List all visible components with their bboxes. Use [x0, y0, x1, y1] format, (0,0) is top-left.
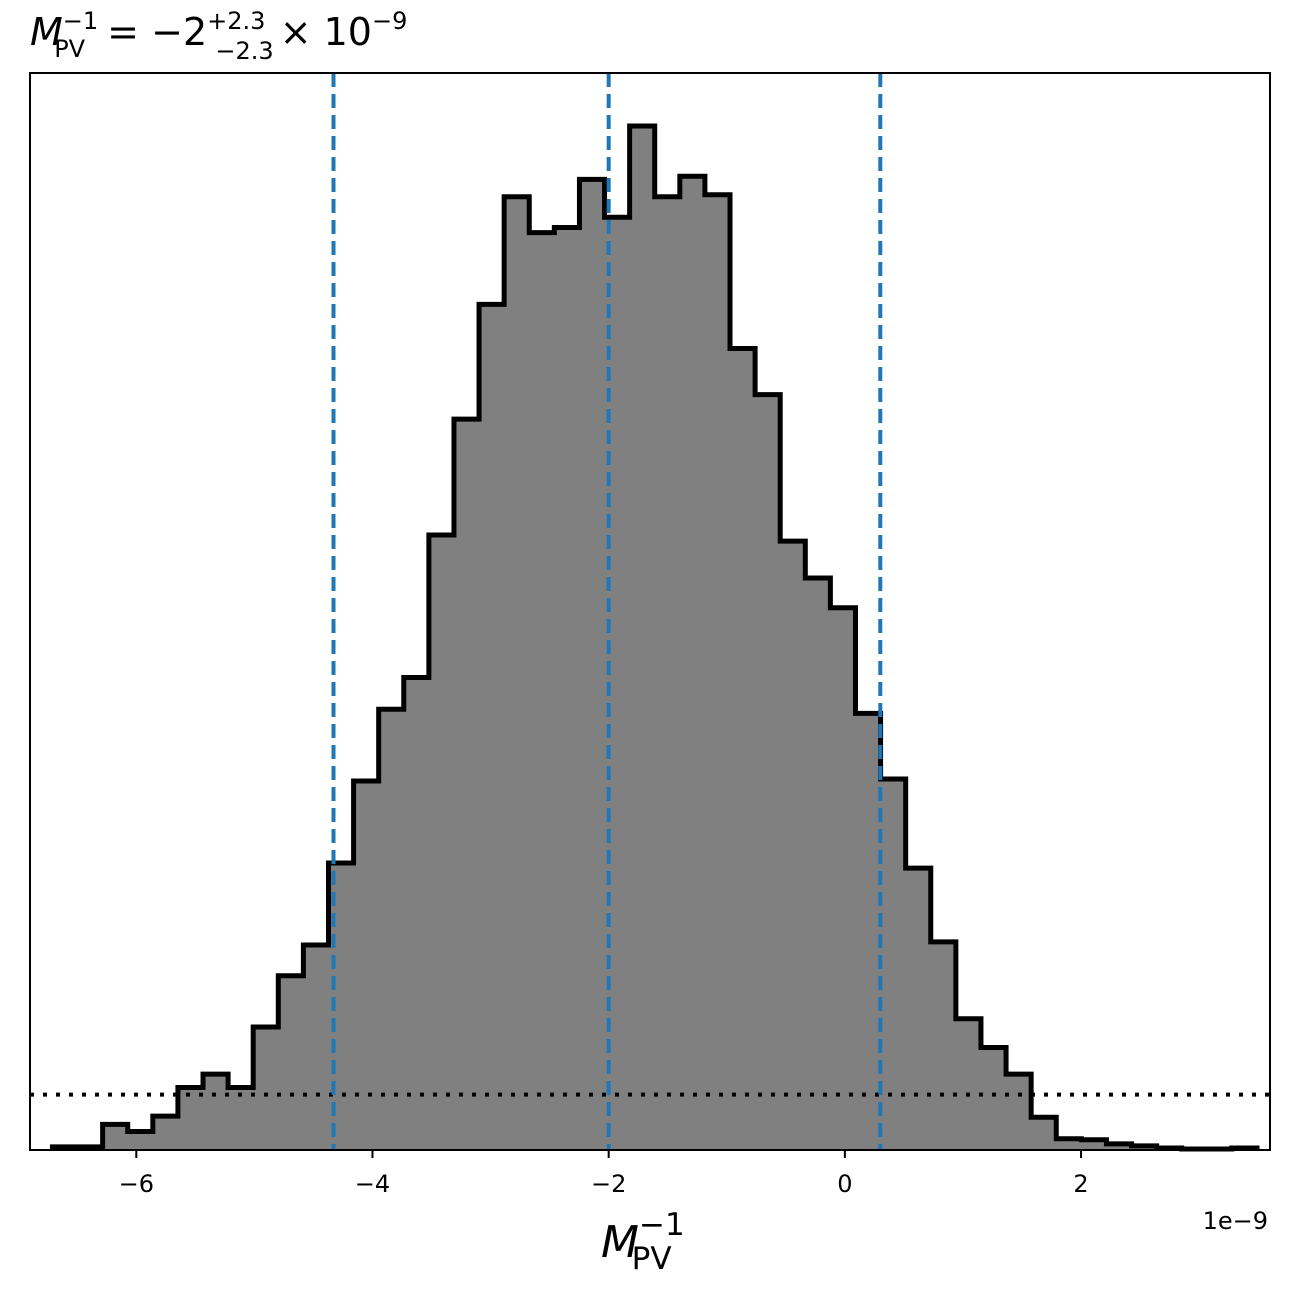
histogram-bar: [780, 541, 806, 1150]
x-tick-label: −2: [591, 1170, 626, 1198]
histogram-bar: [253, 1027, 279, 1150]
histogram-bar: [353, 781, 380, 1150]
x-tick-label: −4: [355, 1170, 390, 1198]
histogram-bar: [905, 868, 932, 1151]
x-tick-label: 0: [837, 1170, 852, 1198]
histogram-bar: [303, 945, 329, 1150]
histogram-bar: [1081, 1139, 1107, 1150]
x-tick-label: −6: [119, 1170, 154, 1198]
histogram-bar: [629, 126, 656, 1150]
histogram-bar: [579, 179, 605, 1150]
x-axis-ticks: −6 −4 −2 0 2: [119, 1150, 1089, 1198]
histogram-bar: [955, 1018, 982, 1150]
histogram-bar: [529, 232, 555, 1151]
histogram-bar: [930, 941, 957, 1150]
histogram-bar: [102, 1124, 129, 1151]
histogram-bar: [479, 304, 505, 1151]
histogram-bar: [228, 1087, 254, 1150]
histogram-bar: [980, 1047, 1007, 1150]
histogram-bar: [1106, 1143, 1132, 1150]
x-offset-label: 1e−9: [1203, 1207, 1268, 1235]
histogram-bar: [1006, 1074, 1032, 1150]
histogram-bar: [177, 1087, 204, 1150]
histogram-bar: [203, 1074, 229, 1150]
chart-title: M−1 PV = −2+2.3 −2.3 × 10−9: [30, 7, 407, 65]
histogram-bar: [403, 677, 430, 1150]
x-tick-label: 2: [1073, 1170, 1088, 1198]
histogram-bar: [679, 176, 706, 1150]
histogram-bar: [453, 419, 480, 1150]
axes-frame: [29, 72, 1271, 1151]
histogram-bar: [654, 196, 681, 1150]
histogram-bar: [504, 196, 530, 1150]
histogram-outline: [49, 123, 1260, 1152]
histogram-bar: [1056, 1138, 1082, 1150]
histogram-bar: [1031, 1117, 1057, 1150]
histogram-bar: [755, 394, 781, 1151]
x-axis-label: M−1 PV: [601, 1207, 685, 1277]
histogram-bar: [378, 709, 405, 1150]
histogram-bar: [830, 607, 856, 1150]
histogram-bar: [127, 1131, 154, 1150]
histogram-bar: [278, 975, 304, 1150]
histogram-bar: [880, 778, 907, 1150]
histogram-bar: [704, 194, 731, 1150]
plot-area: [30, 73, 1270, 1152]
histogram-bar: [805, 578, 831, 1150]
histogram-bar: [152, 1116, 179, 1150]
histogram-bar: [428, 535, 455, 1150]
histogram-bar: [855, 713, 881, 1150]
histogram-bar: [730, 348, 756, 1150]
histogram-bar: [554, 227, 580, 1150]
